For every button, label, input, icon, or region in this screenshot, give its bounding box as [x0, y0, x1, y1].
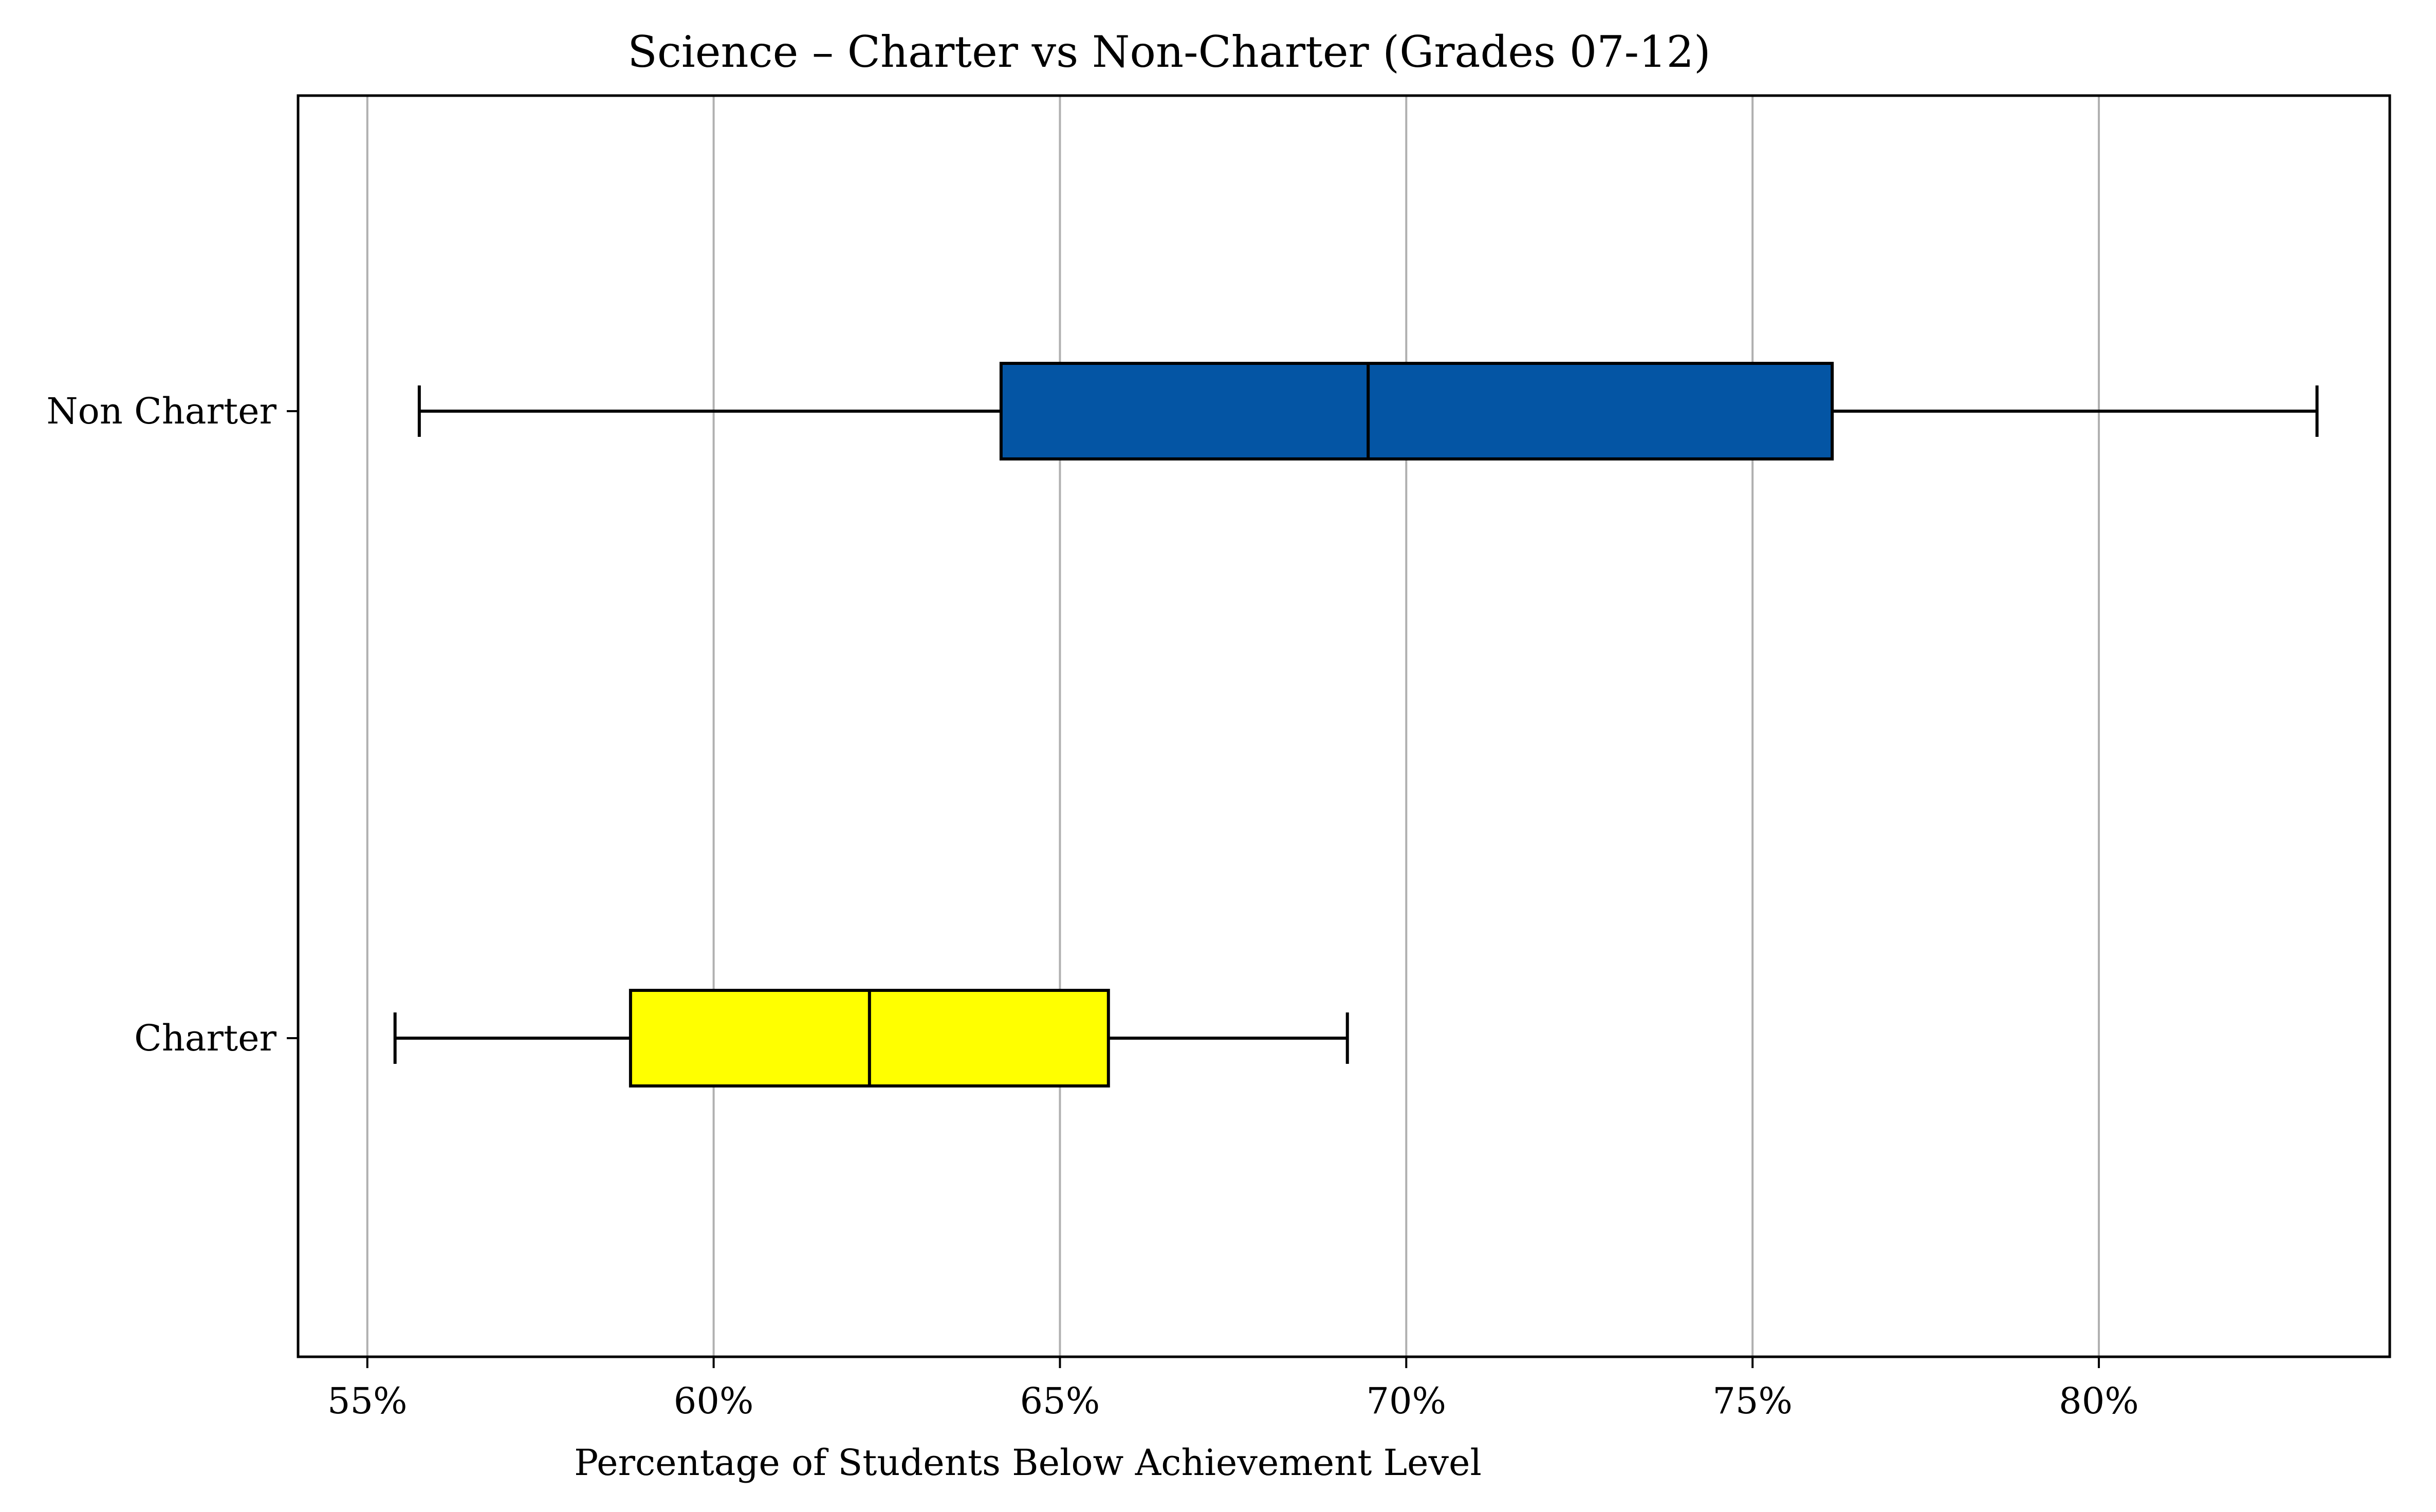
x-axis-label: Percentage of Students Below Achievement…: [574, 1442, 1482, 1484]
y-tick-label: Charter: [134, 1017, 276, 1059]
x-tick-label: 70%: [1366, 1380, 1446, 1422]
y-axis-ticks: Non Charter Charter: [46, 390, 298, 1059]
chart-title: Science – Charter vs Non-Charter (Grades…: [628, 27, 1710, 77]
x-tick-label: 65%: [1020, 1380, 1100, 1422]
x-tick-label: 60%: [674, 1380, 754, 1422]
box-plot-charter: [393, 989, 1349, 1087]
plot-area-frame: [297, 94, 2391, 1358]
x-tick-label: 55%: [327, 1380, 408, 1422]
box-plots: [393, 362, 2319, 1087]
iqr-box: [999, 362, 1834, 460]
gridlines: [366, 96, 2100, 1357]
x-tick-label: 80%: [2059, 1380, 2139, 1422]
y-tick-label: Non Charter: [46, 390, 276, 432]
x-tick-label: 75%: [1712, 1380, 1793, 1422]
box-plot-non-charter: [417, 362, 2319, 460]
x-axis-ticks: 55% 60% 65% 70% 75% 80%: [327, 1357, 2139, 1422]
